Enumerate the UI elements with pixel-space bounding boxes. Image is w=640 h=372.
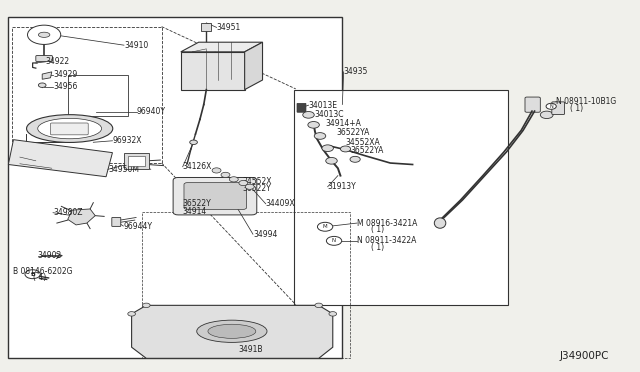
Text: 34956: 34956 bbox=[53, 82, 77, 91]
Text: 34552XA: 34552XA bbox=[346, 138, 380, 147]
Text: 34552X: 34552X bbox=[242, 177, 271, 186]
Text: 3491B: 3491B bbox=[238, 345, 263, 354]
Polygon shape bbox=[8, 140, 113, 177]
Text: 96944Y: 96944Y bbox=[124, 221, 152, 231]
Ellipse shape bbox=[208, 324, 256, 338]
FancyBboxPatch shape bbox=[297, 103, 306, 112]
FancyBboxPatch shape bbox=[294, 90, 508, 305]
Circle shape bbox=[221, 172, 230, 177]
Text: 34994: 34994 bbox=[253, 230, 277, 239]
Circle shape bbox=[540, 111, 553, 119]
Text: 34914+A: 34914+A bbox=[325, 119, 361, 128]
Circle shape bbox=[25, 270, 40, 279]
Circle shape bbox=[322, 145, 333, 151]
Circle shape bbox=[38, 83, 46, 87]
Text: 96940Y: 96940Y bbox=[137, 108, 166, 116]
Text: B: B bbox=[30, 272, 35, 277]
Circle shape bbox=[546, 103, 556, 109]
FancyBboxPatch shape bbox=[8, 17, 342, 358]
FancyBboxPatch shape bbox=[128, 156, 145, 166]
Text: 34950M: 34950M bbox=[108, 165, 139, 174]
Polygon shape bbox=[180, 42, 262, 52]
Polygon shape bbox=[244, 42, 262, 90]
Text: 34902: 34902 bbox=[38, 251, 62, 260]
Text: 36522Y: 36522Y bbox=[242, 185, 271, 193]
Text: 34935: 34935 bbox=[344, 67, 368, 76]
Ellipse shape bbox=[435, 218, 446, 228]
Ellipse shape bbox=[38, 32, 50, 37]
Text: 34013E: 34013E bbox=[308, 101, 337, 110]
Circle shape bbox=[326, 157, 337, 164]
Text: 31913Y: 31913Y bbox=[328, 182, 356, 191]
Text: B 08146-6202G: B 08146-6202G bbox=[13, 267, 73, 276]
Circle shape bbox=[317, 222, 333, 231]
Text: 34126X: 34126X bbox=[182, 162, 212, 171]
FancyBboxPatch shape bbox=[112, 218, 121, 227]
Text: ( 1): ( 1) bbox=[371, 225, 384, 234]
Text: 36522YA: 36522YA bbox=[351, 146, 384, 155]
FancyBboxPatch shape bbox=[51, 123, 88, 135]
Circle shape bbox=[189, 140, 197, 144]
Text: 34013C: 34013C bbox=[315, 110, 344, 119]
Circle shape bbox=[239, 180, 248, 186]
Polygon shape bbox=[180, 52, 244, 90]
Circle shape bbox=[340, 146, 351, 152]
Ellipse shape bbox=[26, 115, 113, 142]
Text: 36522YA: 36522YA bbox=[336, 128, 369, 137]
Polygon shape bbox=[68, 209, 95, 225]
Text: 34922: 34922 bbox=[45, 57, 70, 66]
Polygon shape bbox=[42, 72, 52, 79]
Text: 34910: 34910 bbox=[124, 41, 148, 50]
Circle shape bbox=[308, 122, 319, 128]
Text: ( 4): ( 4) bbox=[33, 273, 46, 282]
FancyBboxPatch shape bbox=[525, 97, 540, 112]
Text: ( 1): ( 1) bbox=[371, 243, 384, 251]
FancyBboxPatch shape bbox=[173, 177, 257, 215]
Circle shape bbox=[229, 177, 238, 182]
Circle shape bbox=[315, 303, 323, 308]
Circle shape bbox=[329, 312, 337, 316]
Text: 34914: 34914 bbox=[182, 207, 207, 216]
Text: 96932X: 96932X bbox=[113, 136, 142, 145]
Text: N 08911-3422A: N 08911-3422A bbox=[357, 236, 417, 246]
Circle shape bbox=[350, 156, 360, 162]
Text: 36522Y: 36522Y bbox=[182, 199, 211, 208]
FancyBboxPatch shape bbox=[201, 23, 211, 32]
Text: N: N bbox=[332, 238, 336, 243]
Circle shape bbox=[245, 184, 254, 189]
Ellipse shape bbox=[196, 320, 267, 342]
Text: J34900PC: J34900PC bbox=[559, 351, 609, 361]
Text: 34409X: 34409X bbox=[266, 199, 295, 208]
Circle shape bbox=[128, 312, 136, 316]
Ellipse shape bbox=[38, 118, 102, 139]
Text: 34980Z: 34980Z bbox=[53, 208, 83, 217]
Text: N 08911-10B1G: N 08911-10B1G bbox=[556, 97, 616, 106]
Circle shape bbox=[143, 303, 150, 308]
FancyBboxPatch shape bbox=[124, 153, 149, 169]
FancyBboxPatch shape bbox=[184, 183, 246, 209]
FancyBboxPatch shape bbox=[36, 55, 52, 61]
Text: 34929: 34929 bbox=[53, 70, 77, 79]
FancyBboxPatch shape bbox=[552, 102, 564, 115]
Polygon shape bbox=[132, 305, 333, 358]
FancyBboxPatch shape bbox=[68, 75, 129, 116]
Text: oo: oo bbox=[55, 129, 61, 134]
Circle shape bbox=[326, 236, 342, 245]
Text: ( 1): ( 1) bbox=[570, 105, 584, 113]
Circle shape bbox=[212, 168, 221, 173]
Text: 34951: 34951 bbox=[216, 23, 241, 32]
Text: M: M bbox=[323, 224, 328, 229]
Circle shape bbox=[314, 133, 326, 139]
Text: M 08916-3421A: M 08916-3421A bbox=[357, 219, 417, 228]
Circle shape bbox=[303, 112, 314, 118]
Circle shape bbox=[28, 25, 61, 44]
Text: N: N bbox=[549, 104, 553, 109]
